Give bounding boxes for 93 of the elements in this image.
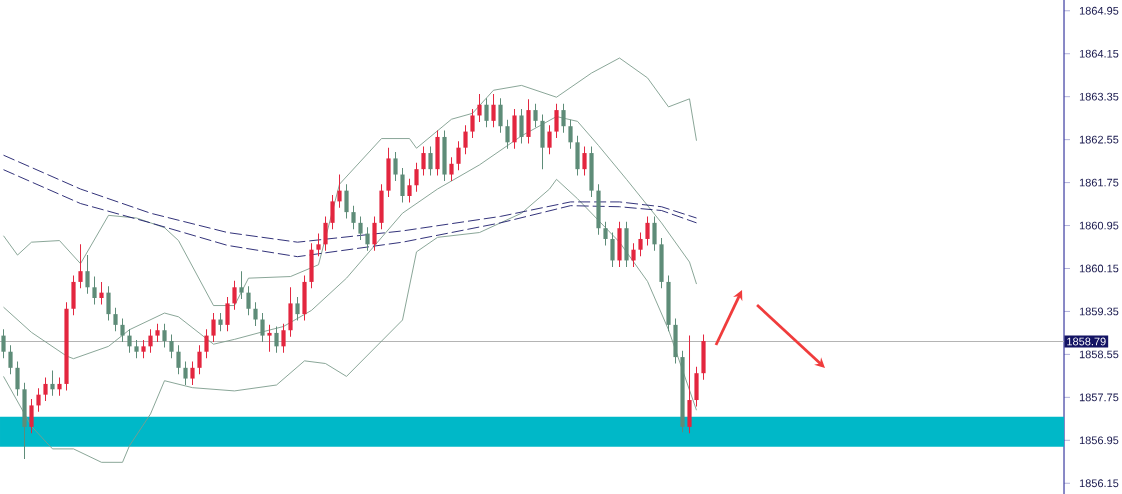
candlestick [428,146,433,177]
candlestick [295,296,300,322]
candlestick [120,317,125,343]
candlestick [267,324,272,353]
candlestick [113,307,118,332]
candlestick [463,124,468,155]
candlestick [176,344,181,375]
line-series [3,178,697,463]
candlestick [183,360,188,386]
candlestick [582,146,587,177]
candlestick [407,178,412,203]
candlestick [43,376,48,402]
candlestick [92,276,97,305]
candlestick [8,344,13,375]
candlestick [561,103,566,134]
candlestick [631,242,636,268]
candlestick [106,285,111,322]
candlestick [225,296,230,332]
candlestick [372,215,377,252]
candlestick [253,301,258,327]
candlestick [449,156,454,182]
line-series [3,57,697,306]
candlestick [274,325,279,354]
candlestick [610,232,615,268]
ref-line-label: 1858.79 [1067,337,1106,346]
candlestick [351,205,356,230]
y-tick-label: 1860.15 [1079,264,1119,273]
candlestick [57,376,62,397]
y-tick-label: 1860.95 [1079,221,1119,230]
candlestick [169,334,174,359]
candlestick [155,323,160,343]
candlestick [218,312,223,332]
candlestick [491,93,496,128]
candlestick [365,226,370,252]
candlestick [211,312,216,343]
y-tick-label: 1864.95 [1079,6,1119,15]
candlestick [1,328,6,359]
candlestick [204,328,209,359]
line-series [3,154,697,243]
candlestick [281,323,286,354]
candlestick [547,124,552,155]
candlestick [148,328,153,354]
candlestick [498,97,503,134]
candlestick [645,215,650,246]
y-tick-label: 1863.35 [1079,92,1119,101]
y-tick-label: 1856.15 [1079,479,1119,488]
y-tick-label: 1857.75 [1079,393,1119,402]
candlestick [141,339,146,359]
candlestick [323,215,328,252]
candlestick [456,140,461,171]
y-tick-label: 1862.55 [1079,135,1119,144]
candlestick [50,370,55,397]
y-tick-label: 1859.35 [1079,307,1119,316]
candlestick [554,103,559,139]
candlestick [239,270,244,300]
candlestick [414,162,419,193]
candlestick [393,151,398,182]
candlestick [29,398,34,434]
y-tick-label: 1856.95 [1079,436,1119,445]
candlestick [421,146,426,177]
candlestick [568,119,573,150]
candlestick [99,281,104,305]
candlestick [15,360,20,397]
candlestick [533,103,538,128]
candlestick [337,174,342,209]
candlestick [638,232,643,257]
candlestick [470,108,475,139]
candlestick [78,243,83,289]
y-tick-label: 1864.15 [1079,49,1119,58]
candlestick [260,312,265,343]
y-tick-label: 1858.55 [1079,350,1119,359]
candlestick [400,167,405,203]
candlestick [316,233,321,257]
y-tick-label: 1861.75 [1079,178,1119,187]
candlestick [344,183,349,220]
candlestick [330,194,335,230]
candlestick [232,280,237,311]
candlestick [603,221,608,246]
candlestick [127,328,132,354]
candlestick [519,108,524,144]
candlestick [652,215,657,252]
candlestick [190,360,195,386]
candlestick [246,285,251,316]
candlestick [477,93,482,123]
candlestick [85,254,90,295]
candlestick [162,323,167,348]
candlestick [484,97,489,128]
candlestick [358,215,363,241]
candlestick [197,344,202,375]
line-series [3,169,697,258]
candlestick [134,339,139,359]
candlestick [505,119,510,150]
candlestick [36,387,41,413]
